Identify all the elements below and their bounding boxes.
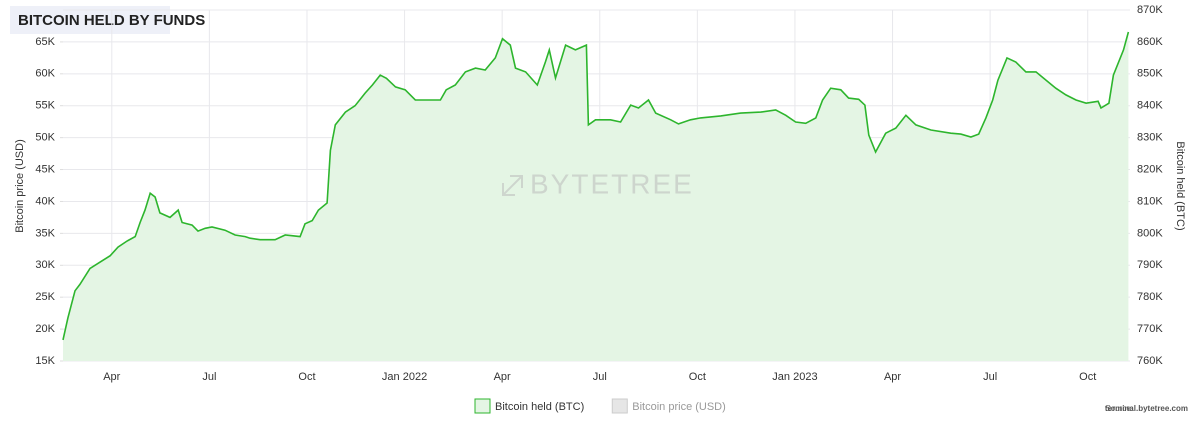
y2-tick-label: 840K — [1137, 100, 1163, 112]
watermark: BYTETREE — [502, 168, 694, 199]
x-tick-label: Jan 2022 — [382, 371, 427, 383]
y2-tick-label: 820K — [1137, 163, 1163, 175]
y-tick-label: 25K — [35, 291, 55, 303]
y-tick-label: 60K — [35, 68, 55, 80]
y2-tick-label: 830K — [1137, 132, 1163, 144]
x-tick-label: Jul — [202, 371, 216, 383]
x-tick-label: Oct — [689, 371, 706, 383]
y-axis-title: Bitcoin price (USD) — [14, 139, 26, 233]
plot — [62, 31, 1130, 361]
legend: Bitcoin held (BTC) Bitcoin price (USD) — [474, 398, 726, 414]
y2-tick-label: 850K — [1137, 68, 1163, 80]
legend-label[interactable]: Bitcoin held (BTC) — [495, 401, 584, 413]
y-tick-label: 40K — [35, 195, 55, 207]
watermark-text: BYTETREE — [530, 168, 694, 199]
y2-tick-label: 760K — [1137, 355, 1163, 367]
y-tick-label: 50K — [35, 132, 55, 144]
y-tick-label: 15K — [35, 355, 55, 367]
legend-swatch[interactable] — [611, 398, 628, 414]
source: terminal.bytetree.com — [1105, 404, 1188, 413]
y-tick-label: 55K — [35, 100, 55, 112]
line — [62, 31, 1130, 341]
y-tick-label: 45K — [35, 163, 55, 175]
y2-tick-label: 870K — [1137, 4, 1163, 16]
y2-tick-label: 810K — [1137, 195, 1163, 207]
x-tick-label: Apr — [494, 371, 511, 383]
x-tick-label: Jul — [983, 371, 997, 383]
legend-swatch[interactable] — [474, 398, 491, 414]
y-tick-label: 35K — [35, 227, 55, 239]
x-tick-label: Jan 2023 — [772, 371, 817, 383]
y-tick-label: 20K — [35, 323, 55, 335]
y2-axis-title: Bitcoin held (BTC) — [1174, 141, 1186, 230]
x-tick-label: Apr — [884, 371, 901, 383]
y2-tick-label: 770K — [1137, 323, 1163, 335]
x-tick-label: Jul — [593, 371, 607, 383]
y-tick-label: 30K — [35, 259, 55, 271]
y2-tick-label: 780K — [1137, 291, 1163, 303]
x-tick-label: Apr — [103, 371, 120, 383]
y-tick-label: 65K — [35, 36, 55, 48]
source-label: Source: — [1105, 404, 1133, 413]
y2-tick-label: 800K — [1137, 227, 1163, 239]
area — [63, 32, 1129, 361]
x-tick-label: Oct — [298, 371, 315, 383]
watermark-icon — [502, 175, 523, 196]
y2-tick-label: 860K — [1137, 36, 1163, 48]
legend-label[interactable]: Bitcoin price (USD) — [632, 401, 726, 413]
x-tick-label: Oct — [1079, 371, 1096, 383]
y2-tick-label: 790K — [1137, 259, 1163, 271]
title-box — [10, 6, 170, 34]
